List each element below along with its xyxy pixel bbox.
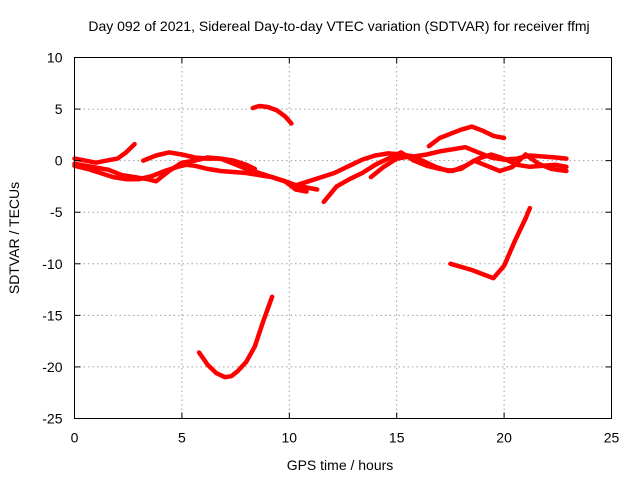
grid-layer bbox=[74, 57, 612, 419]
y-tick-label: -10 bbox=[42, 256, 62, 272]
y-tick-label: 10 bbox=[47, 50, 63, 66]
x-axis-label: GPS time / hours bbox=[287, 457, 394, 473]
y-tick-label: 5 bbox=[55, 101, 63, 117]
series-line-arc-5 bbox=[250, 103, 294, 126]
x-tick-label: 0 bbox=[71, 430, 79, 446]
x-tick-label: 20 bbox=[496, 430, 512, 446]
series-line-arc-9 bbox=[368, 152, 569, 180]
x-tick-label: 15 bbox=[389, 430, 405, 446]
tick-layer: 0 5 10 15 20 25 -25 -20 -15 -10 -5 0 5 10 bbox=[42, 50, 619, 446]
series-line-arc-11 bbox=[448, 216, 528, 281]
series-line-arc-4 bbox=[140, 150, 258, 172]
plot-frame bbox=[74, 57, 612, 419]
series-layer bbox=[72, 103, 569, 380]
y-tick-label: -20 bbox=[42, 359, 62, 375]
y-tick-label: -5 bbox=[50, 204, 63, 220]
series-line-arc-1 bbox=[72, 141, 137, 165]
y-tick-label: 0 bbox=[55, 153, 63, 169]
x-tick-label: 25 bbox=[604, 430, 620, 446]
series-line-arc-10 bbox=[426, 124, 507, 149]
series-line-arc-6 bbox=[196, 294, 275, 380]
y-tick-label: -25 bbox=[42, 411, 62, 427]
chart-title: Day 092 of 2021, Sidereal Day-to-day VTE… bbox=[88, 18, 589, 34]
x-tick-label: 10 bbox=[282, 430, 298, 446]
x-tick-label: 5 bbox=[178, 430, 186, 446]
y-tick-label: -15 bbox=[42, 307, 62, 323]
y-axis-label: SDTVAR / TECUs bbox=[6, 182, 22, 294]
series-line-arc-12 bbox=[523, 205, 533, 221]
